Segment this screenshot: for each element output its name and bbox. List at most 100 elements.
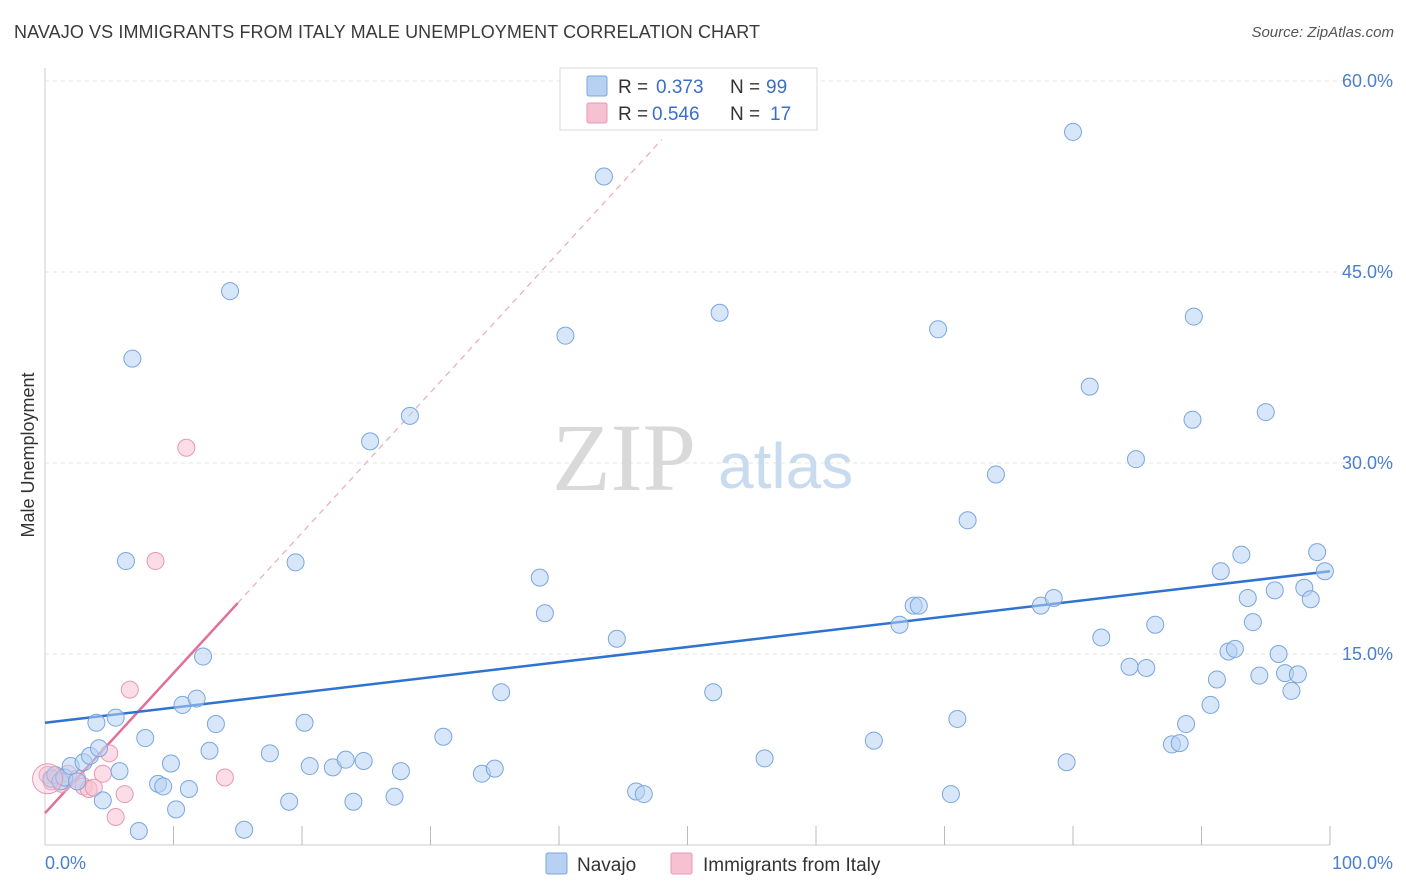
y-axis-title: Male Unemployment bbox=[18, 372, 38, 537]
navajo-point-18 bbox=[154, 777, 173, 796]
y-tick-label-0: 15.0% bbox=[1342, 644, 1393, 664]
italy-point-8 bbox=[84, 778, 103, 797]
navajo-point-14 bbox=[123, 349, 142, 368]
navajo-point-33 bbox=[300, 757, 319, 776]
watermark-atlas: atlas bbox=[718, 430, 853, 502]
navajo-point-50 bbox=[607, 629, 626, 648]
legend-swatch-italy bbox=[586, 102, 608, 124]
legend-r-value-italy: 0.546 bbox=[652, 104, 700, 125]
navajo-point-15 bbox=[129, 821, 148, 840]
navajo-point-94 bbox=[1288, 665, 1307, 684]
navajo-point-30 bbox=[280, 792, 299, 811]
bottom-legend-navajo: Navajo bbox=[577, 855, 636, 876]
scatter-points bbox=[32, 122, 1334, 840]
navajo-point-31 bbox=[286, 553, 305, 572]
legend-n-label-navajo: N = bbox=[730, 77, 760, 98]
navajo-point-12 bbox=[110, 762, 129, 781]
navajo-point-29 bbox=[260, 744, 279, 763]
navajo-point-10 bbox=[93, 791, 112, 810]
navajo-point-49 bbox=[594, 167, 613, 186]
navajo-point-5 bbox=[68, 772, 87, 791]
navajo-point-16 bbox=[136, 729, 155, 748]
italy-point-11 bbox=[106, 807, 125, 826]
navajo-point-23 bbox=[187, 689, 206, 708]
navajo-point-59 bbox=[909, 596, 928, 615]
legend-n-label-italy: N = bbox=[730, 104, 760, 125]
bottom-legend-swatch-navajo bbox=[545, 852, 568, 875]
axes bbox=[44, 68, 1331, 846]
navajo-point-72 bbox=[1126, 450, 1145, 469]
navajo-point-63 bbox=[958, 511, 977, 530]
italy-cluster-point bbox=[32, 763, 64, 795]
navajo-point-54 bbox=[710, 303, 729, 322]
navajo-point-97 bbox=[1308, 543, 1327, 562]
navajo-point-81 bbox=[1207, 670, 1226, 689]
navajo-point-82 bbox=[1211, 562, 1230, 581]
navajo-point-22 bbox=[179, 779, 198, 798]
italy-point-16 bbox=[215, 768, 234, 787]
tick-labels: 15.0% 30.0% 45.0% 60.0% 0.0% 100.0% bbox=[45, 71, 1393, 873]
italy-point-14 bbox=[146, 552, 165, 571]
source-label: Source: ZipAtlas.com bbox=[1251, 24, 1394, 41]
navajo-point-44 bbox=[485, 759, 504, 778]
navajo-point-55 bbox=[755, 749, 774, 768]
italy-point-9 bbox=[93, 764, 112, 783]
navajo-point-86 bbox=[1238, 588, 1257, 607]
navajo-point-62 bbox=[948, 709, 967, 728]
navajo-point-76 bbox=[1170, 734, 1189, 753]
legend-n-value-navajo: 99 bbox=[766, 77, 787, 98]
navajo-point-42 bbox=[434, 727, 453, 746]
legend-r-value-navajo: 0.373 bbox=[656, 77, 704, 98]
navajo-point-39 bbox=[385, 787, 404, 806]
italy-point-13 bbox=[120, 680, 139, 699]
navajo-point-13 bbox=[116, 552, 135, 571]
y-tick-label-1: 30.0% bbox=[1342, 453, 1393, 473]
navajo-point-32 bbox=[295, 713, 314, 732]
navajo-point-61 bbox=[941, 785, 960, 804]
navajo-point-56 bbox=[864, 731, 883, 750]
navajo-trend-line bbox=[44, 569, 1331, 725]
navajo-point-27 bbox=[221, 282, 240, 301]
navajo-point-28 bbox=[235, 820, 254, 839]
legend-r-label-italy: R = bbox=[618, 104, 648, 125]
navajo-point-41 bbox=[400, 406, 419, 425]
navajo-point-77 bbox=[1177, 715, 1196, 734]
navajo-point-79 bbox=[1184, 307, 1203, 326]
navajo-point-47 bbox=[535, 604, 554, 623]
y-tick-label-3: 60.0% bbox=[1342, 71, 1393, 91]
navajo-point-25 bbox=[200, 741, 219, 760]
navajo-point-9 bbox=[89, 739, 108, 758]
legend-r-label-navajo: R = bbox=[618, 77, 648, 98]
navajo-point-64 bbox=[986, 465, 1005, 484]
navajo-point-57 bbox=[890, 615, 909, 634]
navajo-point-38 bbox=[361, 432, 380, 451]
bottom-legend-swatch-italy bbox=[670, 852, 693, 875]
navajo-point-87 bbox=[1243, 613, 1262, 632]
grid-lines bbox=[45, 80, 1393, 655]
navajo-point-96 bbox=[1301, 590, 1320, 609]
navajo-point-69 bbox=[1080, 377, 1099, 396]
navajo-point-60 bbox=[929, 320, 948, 339]
navajo-point-8 bbox=[87, 713, 106, 732]
navajo-point-19 bbox=[161, 754, 180, 773]
legend: R = 0.373 N = 99 R = 0.546 N = 17 bbox=[559, 67, 818, 131]
navajo-point-24 bbox=[194, 647, 213, 666]
navajo-point-80 bbox=[1201, 695, 1220, 714]
navajo-point-74 bbox=[1146, 615, 1165, 634]
navajo-point-11 bbox=[106, 708, 125, 727]
navajo-point-90 bbox=[1265, 581, 1284, 600]
watermark-zip: ZIP bbox=[552, 404, 696, 511]
y-tick-label-2: 45.0% bbox=[1342, 262, 1393, 282]
navajo-point-37 bbox=[354, 751, 373, 770]
watermark: ZIP atlas bbox=[552, 404, 853, 511]
navajo-point-91 bbox=[1269, 645, 1288, 663]
navajo-point-20 bbox=[167, 800, 186, 819]
navajo-point-52 bbox=[634, 785, 653, 804]
navajo-point-66 bbox=[1044, 588, 1063, 607]
navajo-point-73 bbox=[1137, 659, 1156, 678]
italy-point-15 bbox=[177, 438, 196, 457]
italy-point-12 bbox=[115, 785, 134, 804]
italy-trend-extension bbox=[237, 139, 663, 604]
navajo-point-71 bbox=[1120, 657, 1139, 676]
navajo-point-36 bbox=[344, 792, 363, 811]
